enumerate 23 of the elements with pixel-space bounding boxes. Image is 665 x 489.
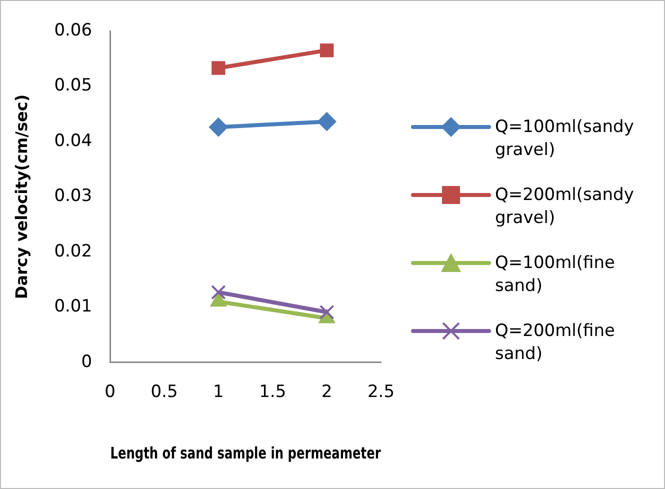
legend-label: Q=200ml(sandy gravel) (495, 184, 634, 230)
y-tick-label: 0.06 (54, 20, 92, 40)
y-axis-title: Darcy velocity(cm/sec) (12, 94, 31, 300)
legend-label: Q=200ml(fine sand) (495, 320, 616, 366)
legend-label: Q=100ml(sandy gravel) (495, 116, 634, 162)
y-tick-label: 0.05 (54, 76, 92, 96)
x-tick-label: 2.5 (367, 382, 395, 402)
y-tick-label: 0.02 (54, 241, 92, 262)
x-tick-label: 1 (213, 382, 224, 402)
x-tick-label: 0 (104, 382, 116, 402)
point (317, 112, 336, 132)
x-tick-label: 0.5 (150, 382, 178, 402)
legend-label: Q=100ml(fine sand) (495, 252, 616, 298)
x-tick-label: 1.5 (259, 382, 286, 402)
y-tick-label: 0.03 (54, 186, 92, 206)
point (212, 61, 226, 75)
point (208, 118, 228, 137)
x-axis-title: Length of sand sample in permeameter (110, 445, 381, 464)
point (320, 43, 334, 58)
y-tick-label: 0 (81, 352, 92, 372)
y-tick-label: 0.04 (54, 130, 92, 151)
x-tick-label: 2 (321, 382, 332, 402)
y-tick-label: 0.01 (54, 296, 92, 317)
